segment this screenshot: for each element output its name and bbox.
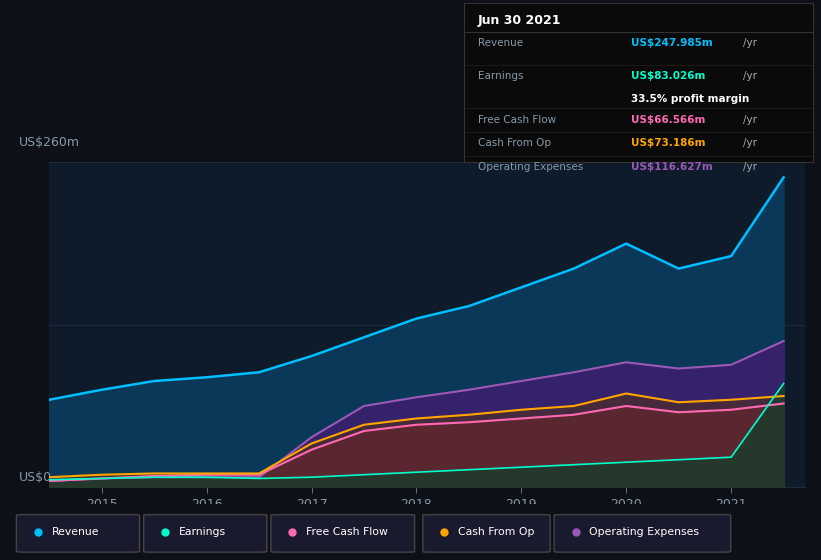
Text: Earnings: Earnings <box>478 72 523 81</box>
FancyBboxPatch shape <box>423 515 550 552</box>
Text: 33.5% profit margin: 33.5% profit margin <box>631 94 750 104</box>
Text: Cash From Op: Cash From Op <box>478 138 551 148</box>
Text: Earnings: Earnings <box>179 527 226 537</box>
Text: /yr: /yr <box>743 72 757 81</box>
Text: /yr: /yr <box>743 162 757 172</box>
Text: US$73.186m: US$73.186m <box>631 138 706 148</box>
Text: US$247.985m: US$247.985m <box>631 38 713 48</box>
Text: Revenue: Revenue <box>52 527 99 537</box>
FancyBboxPatch shape <box>271 515 415 552</box>
Text: Revenue: Revenue <box>478 38 523 48</box>
Text: /yr: /yr <box>743 115 757 124</box>
Text: Free Cash Flow: Free Cash Flow <box>306 527 388 537</box>
Text: US$260m: US$260m <box>19 137 80 150</box>
Text: Free Cash Flow: Free Cash Flow <box>478 115 556 124</box>
Text: Operating Expenses: Operating Expenses <box>478 162 583 172</box>
FancyBboxPatch shape <box>144 515 267 552</box>
Text: US$0: US$0 <box>19 471 53 484</box>
FancyBboxPatch shape <box>554 515 731 552</box>
Text: /yr: /yr <box>743 138 757 148</box>
Text: US$116.627m: US$116.627m <box>631 162 713 172</box>
Text: Cash From Op: Cash From Op <box>458 527 534 537</box>
Text: US$66.566m: US$66.566m <box>631 115 706 124</box>
Text: Operating Expenses: Operating Expenses <box>589 527 699 537</box>
Text: US$83.026m: US$83.026m <box>631 72 706 81</box>
Text: /yr: /yr <box>743 38 757 48</box>
FancyBboxPatch shape <box>16 515 140 552</box>
Text: Jun 30 2021: Jun 30 2021 <box>478 14 562 27</box>
